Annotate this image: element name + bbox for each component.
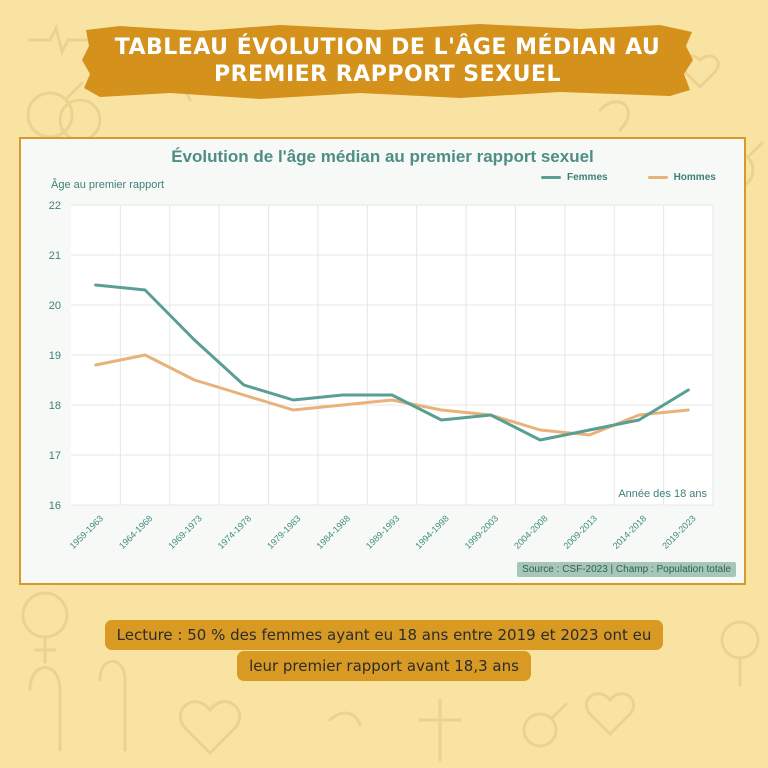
title-banner: Tableau évolution de l'âge médian au pre…	[80, 22, 695, 100]
legend-item-femmes: Femmes	[541, 172, 608, 183]
y-tick-label: 21	[49, 250, 61, 262]
reading-note-line-1-wrap: Lecture : 50 % des femmes ayant eu 18 an…	[0, 620, 768, 650]
legend-swatch-femmes	[541, 176, 561, 179]
legend-swatch-hommes	[647, 176, 668, 179]
x-tick-label: 2004-2008	[512, 513, 550, 551]
legend-label-femmes: Femmes	[567, 172, 608, 183]
x-tick-label: 1979-1983	[265, 513, 303, 551]
chart-card: Évolution de l'âge médian au premier rap…	[19, 137, 746, 585]
line-chart: 16 17 18 19 20 21 22 1959-1963 1964-1968 1969-197…	[49, 200, 714, 551]
y-tick-label: 20	[49, 300, 61, 312]
y-tick-label: 19	[49, 350, 61, 362]
chart-title: Évolution de l'âge médian au premier rap…	[171, 147, 594, 166]
y-tick-label: 18	[49, 400, 61, 412]
x-tick-label: 1969-1973	[166, 513, 204, 551]
reading-note-line-2-wrap: leur premier rapport avant 18,3 ans	[0, 651, 768, 681]
x-tick-label: 1984-1988	[315, 513, 353, 551]
y-tick-label: 17	[49, 450, 61, 462]
x-tick-label: 2019-2023	[660, 513, 698, 551]
chart-legend: Femmes Hommes	[541, 172, 716, 183]
y-axis-label: Âge au premier rapport	[51, 179, 165, 191]
x-tick-label: 1959-1963	[68, 513, 106, 551]
page-title-line-1: Tableau évolution de l'âge médian au	[114, 35, 661, 60]
x-tick-label: 1974-1978	[216, 513, 254, 551]
x-tick-label: 2014-2018	[611, 513, 649, 551]
x-tick-label: 1994-1998	[413, 513, 451, 551]
x-tick-label: 1999-2003	[463, 513, 501, 551]
series-line-femmes	[94, 283, 690, 442]
page-title-line-2: premier rapport sexuel	[213, 62, 562, 87]
x-tick-label: 1964-1968	[117, 513, 155, 551]
x-tick-label: 2009-2013	[561, 513, 599, 551]
series-line-hommes	[94, 353, 690, 437]
x-tick-label: 1989-1993	[364, 513, 402, 551]
reading-note-line-2: leur premier rapport avant 18,3 ans	[237, 651, 531, 681]
y-tick-label: 22	[49, 200, 61, 212]
reading-note-line-1: Lecture : 50 % des femmes ayant eu 18 an…	[104, 620, 664, 650]
legend-item-hommes: Hommes	[647, 172, 716, 183]
legend-label-hommes: Hommes	[673, 172, 716, 183]
y-tick-label: 16	[49, 500, 61, 512]
source-note: Source : CSF-2023 | Champ : Population t…	[517, 562, 736, 577]
x-axis-label: Année des 18 ans	[618, 488, 707, 500]
